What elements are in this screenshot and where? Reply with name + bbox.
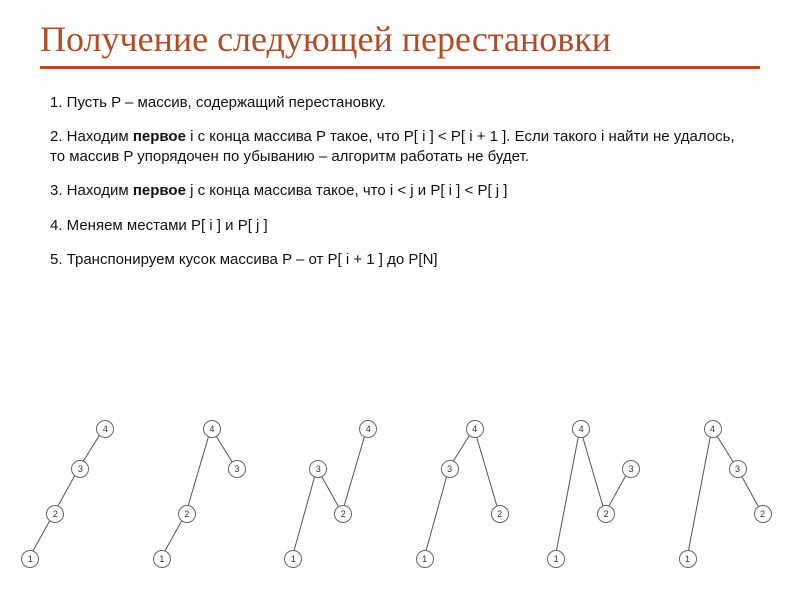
diagram-5-node-4: 4 <box>572 420 590 438</box>
diagram-2-node-4: 4 <box>203 420 221 438</box>
diagram-5-node-2: 2 <box>597 505 615 523</box>
step-5: 5. Транспонируем кусок массива P – от P[… <box>50 250 750 270</box>
diagram-6-edges <box>669 410 789 570</box>
step-2: 2. Находим первое i с конца массива P та… <box>50 127 750 168</box>
diagram-6-node-3: 3 <box>729 460 747 478</box>
diagram-4-node-1: 1 <box>416 550 434 568</box>
slide-body: 1. Пусть P – массив, содержащий перестан… <box>40 93 760 271</box>
diagram-5-node-1: 1 <box>547 550 565 568</box>
diagram-2: 1 2 4 3 <box>143 410 263 570</box>
step-1: 1. Пусть P – массив, содержащий перестан… <box>50 93 750 113</box>
diagram-3-edges <box>274 410 394 570</box>
diagram-5-node-3: 3 <box>622 460 640 478</box>
diagram-6: 1 4 3 2 <box>669 410 789 570</box>
diagram-2-node-3: 3 <box>228 460 246 478</box>
step-3: 3. Находим первое j с конца массива тако… <box>50 181 750 201</box>
diagram-2-edges <box>143 410 263 570</box>
step-4: 4. Меняем местами P[ i ] и P[ j ] <box>50 216 750 236</box>
slide-title: Получение следующей перестановки <box>40 20 760 60</box>
diagram-4-edges <box>406 410 526 570</box>
diagram-3: 1324 <box>274 410 394 570</box>
diagram-1: 1234 <box>11 410 131 570</box>
diagram-6-node-4: 4 <box>704 420 722 438</box>
diagram-5: 1 4 2 3 <box>537 410 657 570</box>
diagram-6-node-2: 2 <box>754 505 772 523</box>
diagram-2-node-1: 1 <box>153 550 171 568</box>
diagram-2-node-2: 2 <box>178 505 196 523</box>
diagram-6-node-1: 1 <box>679 550 697 568</box>
diagram-4-node-4: 4 <box>466 420 484 438</box>
diagram-row: 1234 1 2 4 3 1324 1 3 4 2 1 4 2 3 1 4 3 2 <box>0 410 800 570</box>
diagram-4-node-2: 2 <box>491 505 509 523</box>
title-rule <box>40 66 760 69</box>
diagram-4-node-3: 3 <box>441 460 459 478</box>
slide: Получение следующей перестановки 1. Пуст… <box>0 0 800 600</box>
diagram-5-edges <box>537 410 657 570</box>
diagram-1-edges <box>11 410 131 570</box>
diagram-4: 1 3 4 2 <box>406 410 526 570</box>
